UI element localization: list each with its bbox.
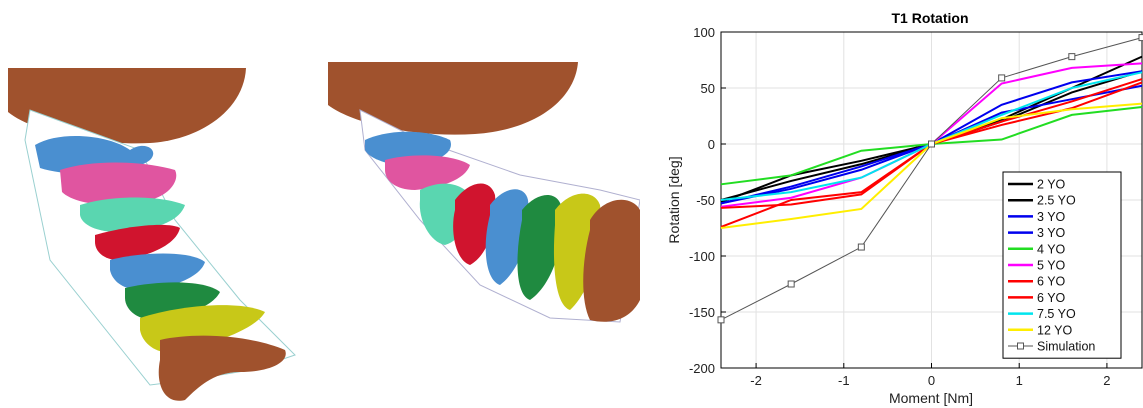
axis-ticks: -2 -1 0 1 2 -200 -150 -100 -50 0 50 100 xyxy=(689,25,1111,388)
legend-marker xyxy=(1017,342,1024,350)
legend-label: 6 YO xyxy=(1037,275,1066,289)
y-tick-label: -50 xyxy=(696,193,715,208)
y-tick-label: -100 xyxy=(689,249,715,264)
y-tick-label: -150 xyxy=(689,305,715,320)
x-tick-label: 2 xyxy=(1103,373,1110,388)
x-tick-label: 1 xyxy=(1016,373,1023,388)
spine-renders xyxy=(8,62,640,401)
data-point-marker xyxy=(1068,53,1076,61)
legend-label: 12 YO xyxy=(1037,323,1072,337)
legend-label: 6 YO xyxy=(1037,291,1066,305)
legend-label: 4 YO xyxy=(1037,242,1066,256)
data-point-marker xyxy=(717,316,725,324)
left-spine-model xyxy=(8,68,296,401)
data-point-marker xyxy=(998,74,1006,82)
legend: 2 YO 2.5 YO 3 YO 3 YO 4 YO 5 YO 6 YO 6 YO 7.5 YO… xyxy=(1002,171,1122,359)
data-point-marker xyxy=(1138,34,1143,42)
legend-label: Simulation xyxy=(1037,340,1095,354)
data-point-marker xyxy=(857,243,865,251)
y-tick-label: 100 xyxy=(693,25,715,40)
x-tick-label: 0 xyxy=(928,373,935,388)
legend-label: 5 YO xyxy=(1037,259,1066,273)
series-lines xyxy=(717,34,1143,324)
legend-label: 7.5 YO xyxy=(1037,307,1076,321)
y-tick-label: -200 xyxy=(689,361,715,376)
y-axis-label: Rotation [deg] xyxy=(666,156,682,243)
x-tick-label: -2 xyxy=(750,373,762,388)
legend-label: 2 YO xyxy=(1037,178,1066,192)
line-chart: T1 Rotation -2 -1 0 1 2 -200 -150 -100 -50 0 50 100… xyxy=(666,10,1143,406)
y-tick-label: 0 xyxy=(708,137,715,152)
x-tick-label: -1 xyxy=(838,373,850,388)
y-tick-label: 50 xyxy=(701,81,715,96)
right-spine-model xyxy=(328,62,640,323)
chart-title: T1 Rotation xyxy=(892,10,969,26)
data-point-marker xyxy=(928,140,935,148)
legend-label: 3 YO xyxy=(1037,226,1066,240)
legend-label: 3 YO xyxy=(1037,210,1066,224)
legend-label: 2.5 YO xyxy=(1037,194,1076,208)
data-point-marker xyxy=(787,280,795,288)
x-axis-label: Moment [Nm] xyxy=(889,390,973,406)
